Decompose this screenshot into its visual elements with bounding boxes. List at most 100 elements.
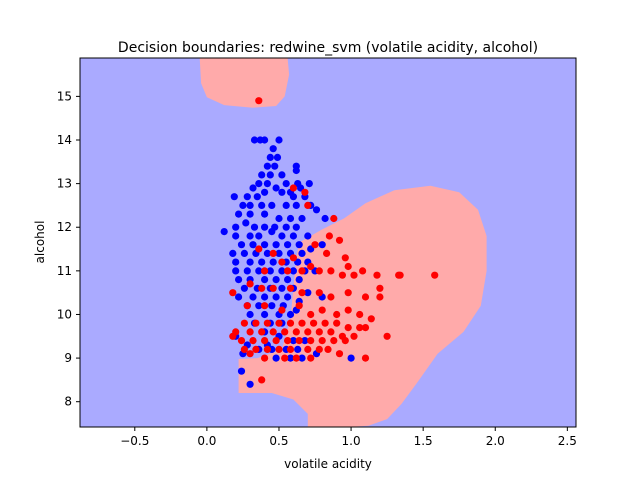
blue-point	[294, 345, 302, 353]
blue-point	[246, 210, 254, 218]
blue-point	[292, 201, 300, 209]
blue-point	[261, 223, 269, 231]
blue-point	[275, 136, 283, 144]
blue-point	[284, 241, 292, 249]
red-point	[261, 354, 269, 362]
blue-point	[258, 201, 266, 209]
y-tick-label: 15	[57, 89, 72, 103]
red-point	[318, 337, 326, 345]
blue-point	[266, 171, 274, 179]
blue-point	[266, 153, 274, 161]
x-axis-ticks: −0.5 0.0 0.5 1.0 1.5 2.0 2.5	[120, 427, 577, 448]
blue-point	[229, 249, 237, 257]
red-point	[324, 345, 332, 353]
blue-point	[253, 193, 261, 201]
blue-point	[263, 162, 271, 170]
blue-point	[240, 284, 248, 292]
blue-point	[230, 193, 238, 201]
blue-point	[246, 232, 254, 240]
blue-point	[298, 354, 306, 362]
red-point	[255, 245, 263, 253]
blue-point	[321, 214, 329, 223]
red-point	[278, 306, 286, 314]
blue-point	[232, 258, 240, 266]
blue-point	[272, 293, 280, 301]
red-point	[275, 319, 283, 327]
red-point	[333, 310, 341, 319]
red-point	[246, 328, 254, 336]
blue-point	[237, 367, 246, 375]
red-point	[301, 188, 309, 196]
blue-point	[249, 184, 257, 192]
x-tick-label: 0.5	[269, 434, 288, 448]
blue-point	[269, 145, 277, 153]
red-point	[292, 328, 300, 336]
blue-point	[243, 193, 251, 201]
blue-point	[242, 219, 250, 227]
x-tick-label: 1.0	[342, 434, 361, 448]
red-point	[335, 236, 344, 244]
red-point	[356, 310, 364, 319]
red-point	[261, 302, 269, 310]
blue-point	[284, 276, 292, 284]
blue-point	[318, 241, 326, 249]
y-tick-label: 9	[64, 351, 72, 365]
red-point	[289, 254, 297, 262]
blue-point	[239, 201, 247, 209]
red-point	[376, 284, 384, 292]
blue-point	[298, 214, 306, 223]
red-point	[304, 328, 312, 336]
blue-point	[263, 180, 271, 188]
red-point	[258, 328, 266, 336]
red-point	[252, 345, 260, 353]
red-point	[229, 332, 237, 340]
blue-point	[278, 171, 286, 179]
y-tick-label: 11	[57, 264, 72, 278]
blue-point	[289, 193, 297, 201]
blue-point	[272, 241, 280, 249]
x-tick-label: 1.5	[414, 434, 433, 448]
blue-point	[232, 223, 240, 231]
blue-point	[255, 180, 263, 188]
blue-point	[278, 284, 286, 292]
x-tick-label: 0.0	[197, 434, 216, 448]
blue-point	[292, 223, 300, 231]
red-point	[275, 345, 283, 353]
blue-point	[272, 354, 280, 362]
blue-point	[275, 249, 283, 257]
red-point	[281, 354, 289, 362]
plot-area	[79, 57, 577, 428]
blue-point	[278, 267, 286, 275]
red-point	[307, 262, 315, 271]
red-point	[431, 271, 439, 279]
red-point	[315, 345, 323, 353]
red-point	[304, 201, 312, 209]
x-tick-label: 2.5	[558, 434, 577, 448]
blue-point	[304, 289, 312, 297]
red-point	[341, 254, 349, 262]
blue-point	[305, 180, 313, 188]
red-point	[315, 328, 323, 336]
red-point	[361, 354, 370, 362]
y-axis-ticks: 8 9 10 11 12 13 14 15	[57, 89, 80, 409]
red-point	[249, 337, 257, 345]
red-point	[263, 345, 271, 353]
red-point	[295, 337, 303, 345]
blue-point	[261, 136, 269, 144]
red-point	[338, 271, 346, 279]
x-tick-label: −0.5	[120, 434, 149, 448]
red-point	[359, 267, 367, 275]
blue-point	[271, 162, 279, 170]
y-tick-label: 10	[57, 307, 72, 321]
red-point	[263, 319, 271, 327]
red-point	[269, 284, 277, 292]
blue-point	[273, 153, 282, 161]
red-point	[307, 354, 315, 362]
blue-point	[261, 293, 269, 301]
blue-point	[272, 276, 280, 284]
x-axis-label: volatile acidity	[284, 457, 372, 471]
blue-point	[261, 241, 269, 249]
red-point	[289, 184, 297, 192]
red-point	[252, 319, 260, 327]
blue-point	[258, 258, 266, 266]
